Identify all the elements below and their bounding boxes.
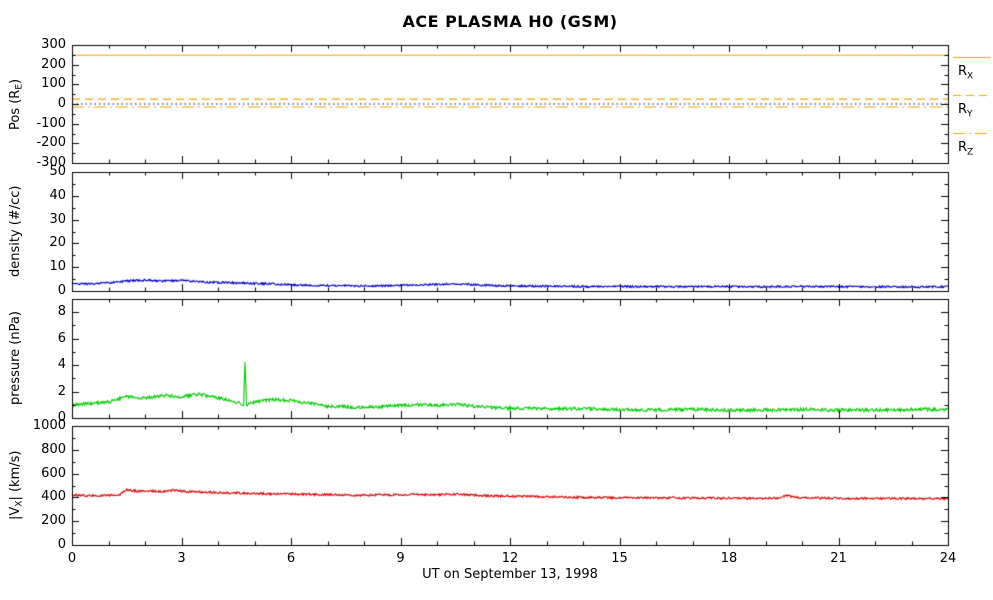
x-tick-label: 9	[396, 551, 405, 566]
y-tick-label: 0	[57, 537, 66, 552]
y-axis-label-text: pressure (nPa)	[8, 311, 23, 406]
y-tick-label: 50	[49, 164, 66, 179]
y-tick-label: 10	[49, 259, 66, 275]
y-tick-label: 300	[41, 37, 66, 52]
y-tick-label: 0	[57, 96, 66, 111]
y-tick-label: 100	[41, 76, 66, 92]
y-axis-label-text: | (km/s)	[8, 450, 23, 501]
y-tick-label: -300	[36, 155, 66, 170]
legend-label-ry: RY	[958, 102, 973, 120]
x-tick-label: 0	[67, 551, 77, 566]
y-tick-label: 400	[41, 489, 66, 505]
y-axis-label-text: Pos (R	[8, 89, 23, 130]
x-tick-label: 6	[286, 551, 296, 566]
x-axis-label: UT on September 13, 1998	[422, 567, 598, 582]
y-tick-label: 200	[41, 513, 66, 529]
x-tick-label: 24	[939, 551, 957, 566]
y-tick-label: 20	[49, 235, 66, 251]
y-tick-label: 0	[57, 283, 66, 298]
y-axis-label-text: density (#/cc)	[8, 185, 23, 278]
y-tick-label: 1000	[32, 418, 66, 433]
legend-label-rx: RX	[958, 64, 974, 82]
y-tick-label: 800	[41, 441, 66, 457]
y-axis-label-text: |V	[8, 506, 23, 521]
chart-title: ACE PLASMA H0 (GSM)	[402, 12, 618, 31]
y-tick-label: 40	[49, 187, 66, 203]
x-tick-label: 18	[720, 551, 738, 566]
y-tick-label: 2	[57, 383, 66, 399]
y-tick-label: 200	[41, 56, 66, 72]
y-tick-label: -200	[36, 135, 66, 151]
y-tick-label: 6	[57, 330, 66, 346]
y-tick-label: -100	[36, 115, 66, 131]
x-tick-label: 21	[830, 551, 847, 566]
y-tick-label: 4	[57, 357, 66, 373]
y-tick-label: 8	[57, 304, 66, 320]
x-tick-label: 15	[611, 551, 628, 566]
y-tick-label: 0	[57, 410, 66, 425]
y-tick-label: 30	[49, 211, 66, 227]
x-tick-label: 12	[501, 551, 519, 566]
legend-label-rz: RZ	[958, 140, 974, 158]
x-tick-label: 3	[177, 551, 186, 566]
y-axis-label-text: )	[8, 78, 23, 84]
y-tick-label: 600	[41, 465, 66, 481]
